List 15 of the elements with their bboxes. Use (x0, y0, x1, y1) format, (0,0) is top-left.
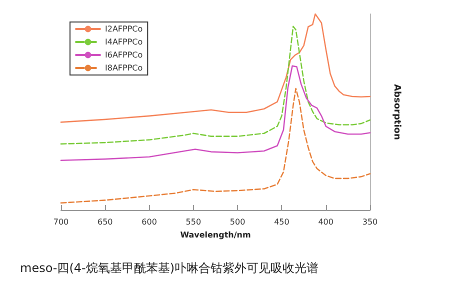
x-tick-label: 550 (186, 218, 202, 226)
x-tick-label: 500 (230, 218, 246, 226)
x-tick-label: 350 (362, 218, 378, 226)
x-tick-label: 650 (98, 218, 113, 226)
x-tick-label: 700 (53, 218, 69, 226)
legend-label: I8AFPPCo (105, 64, 143, 72)
legend-label: I2AFPPCo (105, 24, 143, 34)
legend-label: I4AFPPCo (105, 38, 143, 46)
y-axis-title: Absorption (392, 84, 402, 140)
x-tick-label: 450 (274, 218, 290, 226)
x-axis-title: Wavelength/nm (180, 230, 251, 240)
x-tick-label: 600 (142, 218, 157, 226)
legend-label: I6AFPPCo (105, 50, 143, 60)
x-tick-label: 400 (318, 218, 334, 226)
text: meso-四(4-烷氧基甲酰苯基)卟啉合钴紫外可见吸收光谱 (20, 261, 319, 275)
